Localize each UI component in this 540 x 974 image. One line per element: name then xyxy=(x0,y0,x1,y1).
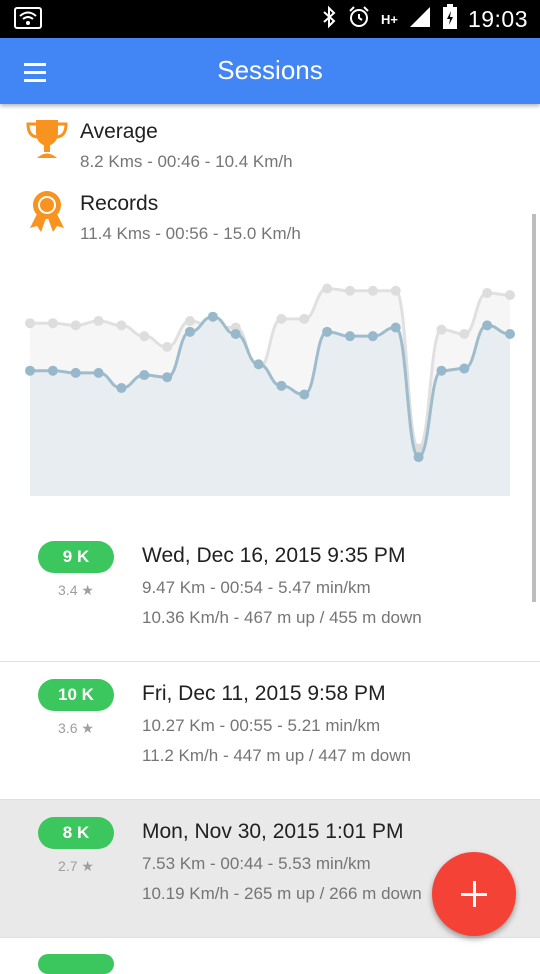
series-1-point-12[interactable] xyxy=(299,389,310,400)
series-0-point-1[interactable] xyxy=(47,318,58,329)
series-1-point-16[interactable] xyxy=(390,322,401,333)
series-1-point-10[interactable] xyxy=(253,359,264,370)
average-summary: Average 8.2 Kms - 00:46 - 10.4 Km/h xyxy=(0,108,520,171)
session-date: Fri, Dec 11, 2015 9:58 PM xyxy=(142,682,386,705)
series-1-point-20[interactable] xyxy=(482,320,493,331)
session-date: Mon, Nov 30, 2015 1:01 PM xyxy=(142,820,404,843)
series-0-point-7[interactable] xyxy=(185,316,195,327)
series-0-point-3[interactable] xyxy=(93,316,104,327)
series-0-point-21[interactable] xyxy=(505,290,515,301)
series-1-point-0[interactable] xyxy=(25,365,35,376)
series-1-point-5[interactable] xyxy=(139,370,150,381)
series-0-point-20[interactable] xyxy=(482,287,493,298)
session-elevation: 10.19 Km/h - 265 m up / 266 m down xyxy=(142,884,422,903)
series-1-point-15[interactable] xyxy=(367,331,378,342)
session-summary: 7.53 Km - 00:44 - 5.53 min/km xyxy=(142,854,371,873)
session-item[interactable]: 9 K 3.4 ★ Wed, Dec 16, 2015 9:35 PM 9.47… xyxy=(0,524,540,662)
series-0-point-5[interactable] xyxy=(139,331,150,342)
series-1-point-8[interactable] xyxy=(207,311,218,322)
series-0-point-4[interactable] xyxy=(116,320,127,331)
series-1-point-7[interactable] xyxy=(185,326,195,337)
alarm-icon xyxy=(347,5,371,34)
plus-icon xyxy=(461,881,487,907)
series-1-area xyxy=(30,316,510,496)
records-title: Records xyxy=(80,192,159,215)
distance-badge-peek xyxy=(38,954,114,974)
series-1-point-17[interactable] xyxy=(413,452,424,463)
series-1-point-9[interactable] xyxy=(230,329,241,339)
sessions-content[interactable]: Average 8.2 Kms - 00:46 - 10.4 Km/h Reco… xyxy=(0,104,540,960)
trophy-icon xyxy=(24,116,70,162)
session-rating: 2.7 ★ xyxy=(58,858,94,874)
session-date: Wed, Dec 16, 2015 9:35 PM xyxy=(142,544,406,567)
bluetooth-icon xyxy=(321,5,337,34)
series-0-point-19[interactable] xyxy=(459,329,470,339)
records-detail: 11.4 Kms - 00:56 - 15.0 Km/h xyxy=(80,224,301,243)
session-rating: 3.4 ★ xyxy=(58,582,94,598)
session-summary: 9.47 Km - 00:54 - 5.47 min/km xyxy=(142,578,371,597)
sessions-chart[interactable] xyxy=(24,274,520,504)
records-summary: Records 11.4 Kms - 00:56 - 15.0 Km/h xyxy=(0,180,520,243)
series-0-point-0[interactable] xyxy=(25,318,35,329)
distance-badge: 9 K xyxy=(38,541,114,573)
series-0-point-14[interactable] xyxy=(345,285,355,296)
award-ribbon-icon xyxy=(24,188,70,234)
series-1-point-2[interactable] xyxy=(70,367,81,378)
series-1-point-4[interactable] xyxy=(116,383,127,393)
series-1-point-19[interactable] xyxy=(459,363,470,374)
series-0-point-13[interactable] xyxy=(322,283,333,294)
session-elevation: 10.36 Km/h - 467 m up / 455 m down xyxy=(142,608,422,627)
session-item[interactable]: 10 K 3.6 ★ Fri, Dec 11, 2015 9:58 PM 10.… xyxy=(0,662,540,800)
series-0-point-6[interactable] xyxy=(162,341,173,352)
series-0-point-12[interactable] xyxy=(299,313,310,324)
status-time: 19:03 xyxy=(467,5,528,32)
series-1-point-13[interactable] xyxy=(322,326,333,337)
network-type-label: H+ xyxy=(380,11,398,27)
series-0-point-2[interactable] xyxy=(70,320,81,331)
series-1-point-21[interactable] xyxy=(505,329,515,339)
distance-badge: 8 K xyxy=(38,817,114,849)
signal-icon xyxy=(408,5,432,34)
app-bar: Sessions xyxy=(0,38,540,104)
page-title: Sessions xyxy=(217,55,323,85)
scrollbar[interactable] xyxy=(532,214,536,602)
series-1-point-1[interactable] xyxy=(47,365,58,376)
series-1-point-11[interactable] xyxy=(276,380,287,391)
session-elevation: 11.2 Km/h - 447 m up / 447 m down xyxy=(142,746,411,765)
distance-badge: 10 K xyxy=(38,679,114,711)
series-0-point-11[interactable] xyxy=(276,313,287,324)
hplus-icon: H+ xyxy=(380,11,398,27)
series-0-point-15[interactable] xyxy=(367,285,378,296)
series-1-point-6[interactable] xyxy=(162,372,173,383)
status-bar: H+ 19:03 xyxy=(0,0,540,38)
average-detail: 8.2 Kms - 00:46 - 10.4 Km/h xyxy=(80,152,293,171)
series-1-point-3[interactable] xyxy=(93,367,104,378)
series-0-point-16[interactable] xyxy=(390,285,401,296)
series-1-point-18[interactable] xyxy=(436,365,447,376)
session-rating: 3.6 ★ xyxy=(58,720,94,736)
sessions-chart-svg xyxy=(25,283,515,496)
add-session-button[interactable] xyxy=(432,852,516,936)
hamburger-menu-icon[interactable] xyxy=(14,51,56,93)
session-summary: 10.27 Km - 00:55 - 5.21 min/km xyxy=(142,716,381,735)
battery-icon xyxy=(442,3,458,35)
series-1-point-14[interactable] xyxy=(345,331,355,342)
average-title: Average xyxy=(80,120,158,143)
wifi-icon xyxy=(14,7,42,34)
series-0-point-18[interactable] xyxy=(436,324,447,335)
